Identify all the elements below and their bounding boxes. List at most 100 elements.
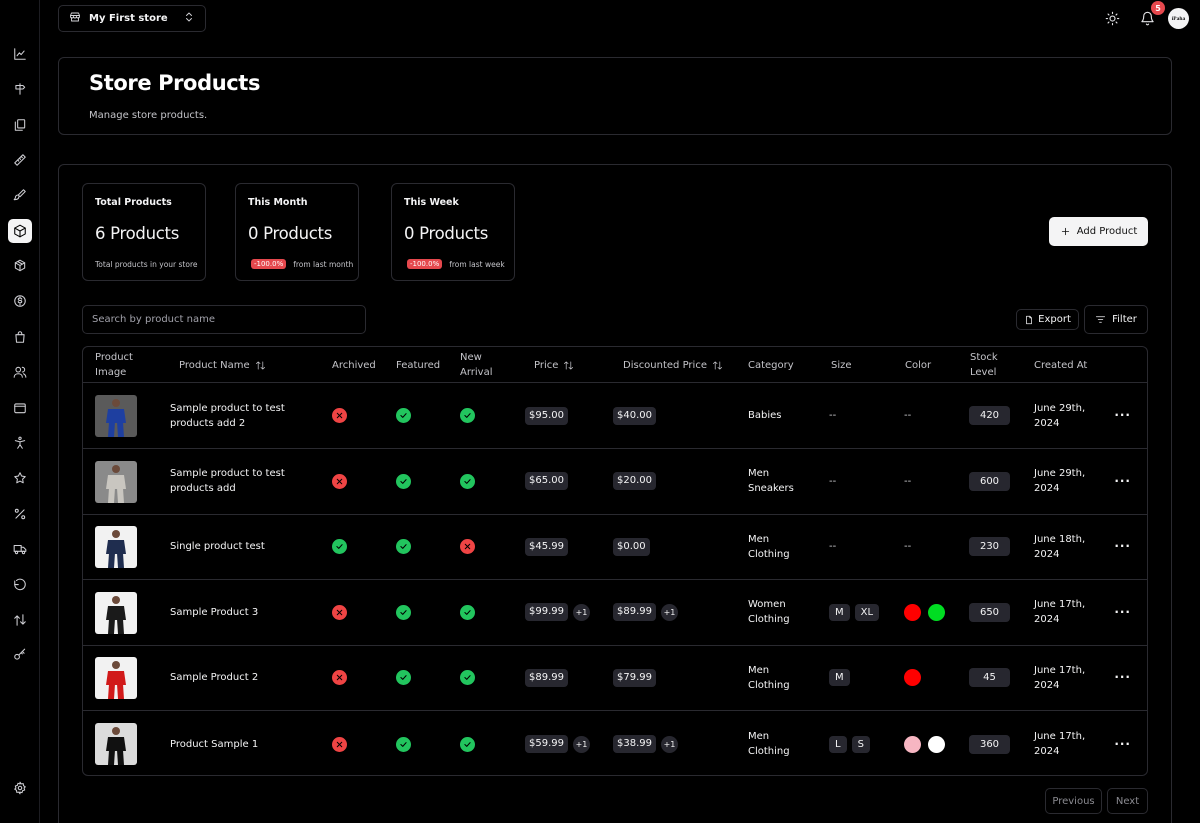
- featured-cell: [396, 514, 411, 579]
- key-icon[interactable]: [8, 643, 32, 667]
- featured-cell: [396, 580, 411, 645]
- change-text: from last month: [293, 259, 354, 269]
- stock-cell: 600: [969, 449, 1010, 514]
- stock-cell: 420: [969, 383, 1010, 448]
- new-arrival-cell: [460, 645, 475, 710]
- shopping-bag-icon[interactable]: [8, 325, 32, 349]
- col-created: Created At: [1034, 359, 1088, 371]
- price-pill: $99.99: [525, 603, 568, 622]
- sort-icon: [712, 360, 722, 370]
- stock-cell: 45: [969, 645, 1010, 710]
- table-row[interactable]: Sample Product 3 $99.99 +1 $89.99 +1 Women Cl…: [83, 580, 1147, 646]
- stat-card-total: Total Products 6 Products Total products…: [82, 183, 206, 281]
- star-icon[interactable]: [8, 466, 32, 490]
- wallet-icon[interactable]: [8, 396, 32, 420]
- col-image: Product Image: [95, 352, 133, 378]
- table-row[interactable]: Single product test $45.99 $0.00 Men Clothi…: [83, 514, 1147, 581]
- pages-icon[interactable]: [8, 113, 32, 137]
- search-input[interactable]: [82, 305, 366, 334]
- store-name: My First store: [89, 13, 168, 24]
- store-switcher[interactable]: My First store: [58, 5, 206, 32]
- dollar-icon[interactable]: [8, 289, 32, 313]
- product-name[interactable]: Sample Product 3: [170, 606, 259, 618]
- filter-button[interactable]: Filter: [1084, 305, 1148, 334]
- product-name[interactable]: Single product test: [170, 541, 265, 553]
- truck-icon[interactable]: [8, 537, 32, 561]
- category-cell: Men Clothing: [748, 533, 790, 560]
- paintbrush-icon[interactable]: [8, 183, 32, 207]
- row-actions-ellipsis-icon[interactable]: ···: [1114, 604, 1131, 619]
- table-row[interactable]: Sample product to test products add $65.0…: [83, 449, 1147, 515]
- export-button[interactable]: Export: [1016, 309, 1079, 330]
- chart-line-icon[interactable]: [8, 42, 32, 66]
- product-name[interactable]: Sample product to test products add 2: [170, 402, 285, 429]
- sidebar: [0, 0, 40, 823]
- add-product-button[interactable]: Add Product: [1049, 217, 1148, 246]
- product-image: [95, 526, 137, 569]
- price-pill: $89.99: [525, 668, 568, 687]
- col-discounted[interactable]: Discounted Price: [623, 347, 723, 383]
- product-name[interactable]: Product Sample 1: [170, 738, 259, 750]
- table-row[interactable]: Product Sample 1 $59.99 +1 $38.99 +1 Men Clot…: [83, 711, 1147, 775]
- created-cell: June 29th, 2024: [1034, 468, 1086, 495]
- next-page-button[interactable]: Next: [1107, 788, 1148, 814]
- page-subtitle: Manage store products.: [89, 110, 208, 121]
- featured-check-icon: [396, 473, 411, 489]
- discount-pill: $0.00: [613, 537, 650, 556]
- archived-x-icon: [332, 473, 347, 489]
- featured-check-icon: [396, 736, 411, 752]
- discount-more-badge: +1: [661, 735, 678, 753]
- discounted-cell: $20.00: [613, 449, 656, 514]
- stock-pill: 45: [969, 668, 1010, 688]
- signpost-icon[interactable]: [8, 77, 32, 101]
- table-row[interactable]: Sample product to test products add 2 $95…: [83, 383, 1147, 449]
- category-cell: Women Clothing: [748, 599, 790, 626]
- size-pill: L: [829, 735, 847, 753]
- previous-page-button[interactable]: Previous: [1045, 788, 1102, 814]
- product-name[interactable]: Sample Product 2: [170, 672, 259, 684]
- col-price[interactable]: Price: [534, 347, 574, 383]
- row-actions-ellipsis-icon[interactable]: ···: [1114, 473, 1131, 488]
- export-label: Export: [1038, 314, 1071, 325]
- featured-check-icon: [396, 670, 411, 686]
- archived-cell: [332, 645, 347, 710]
- settings-icon[interactable]: [8, 776, 32, 800]
- boxes-icon[interactable]: [8, 254, 32, 278]
- stock-pill: 420: [969, 406, 1010, 425]
- col-archived: Archived: [332, 359, 376, 371]
- col-stock: Stock Level: [970, 352, 998, 378]
- category-cell: Men Sneakers: [748, 468, 794, 495]
- col-color: Color: [905, 359, 932, 371]
- new-arrival-cell: [460, 449, 475, 514]
- row-actions-ellipsis-icon[interactable]: ···: [1114, 736, 1131, 751]
- theme-toggle-sun-icon[interactable]: [1103, 9, 1121, 27]
- ruler-icon[interactable]: [8, 148, 32, 172]
- package-icon[interactable]: [8, 219, 32, 243]
- product-image: [95, 591, 137, 634]
- discount-pill: $38.99: [613, 735, 656, 753]
- size-cell: --: [829, 514, 836, 579]
- accessibility-icon[interactable]: [8, 431, 32, 455]
- users-icon[interactable]: [8, 360, 32, 384]
- bell-icon[interactable]: [1138, 9, 1156, 27]
- new-arrival-check-icon: [460, 408, 475, 423]
- stat-label: Total Products: [95, 197, 172, 208]
- row-actions-ellipsis-icon[interactable]: ···: [1114, 670, 1131, 685]
- stat-value: 0 Products: [248, 224, 332, 243]
- new-arrival-check-icon: [460, 670, 475, 686]
- discounted-cell: $79.99: [613, 645, 656, 710]
- row-actions-ellipsis-icon[interactable]: ···: [1114, 539, 1131, 554]
- empty-size: --: [829, 410, 837, 421]
- product-name[interactable]: Sample product to test products add: [170, 468, 285, 495]
- transfer-icon[interactable]: [8, 608, 32, 632]
- row-actions-ellipsis-icon[interactable]: ···: [1114, 408, 1131, 422]
- undo-icon[interactable]: [8, 572, 32, 596]
- avatar[interactable]: iPaha: [1168, 8, 1189, 29]
- col-name[interactable]: Product Name: [179, 347, 266, 383]
- product-image: [95, 460, 137, 503]
- col-featured: Featured: [396, 359, 441, 371]
- percent-icon[interactable]: [8, 502, 32, 526]
- discounted-cell: $0.00: [613, 514, 650, 579]
- table-row[interactable]: Sample Product 2 $89.99 $79.99 Men Clothing…: [83, 645, 1147, 712]
